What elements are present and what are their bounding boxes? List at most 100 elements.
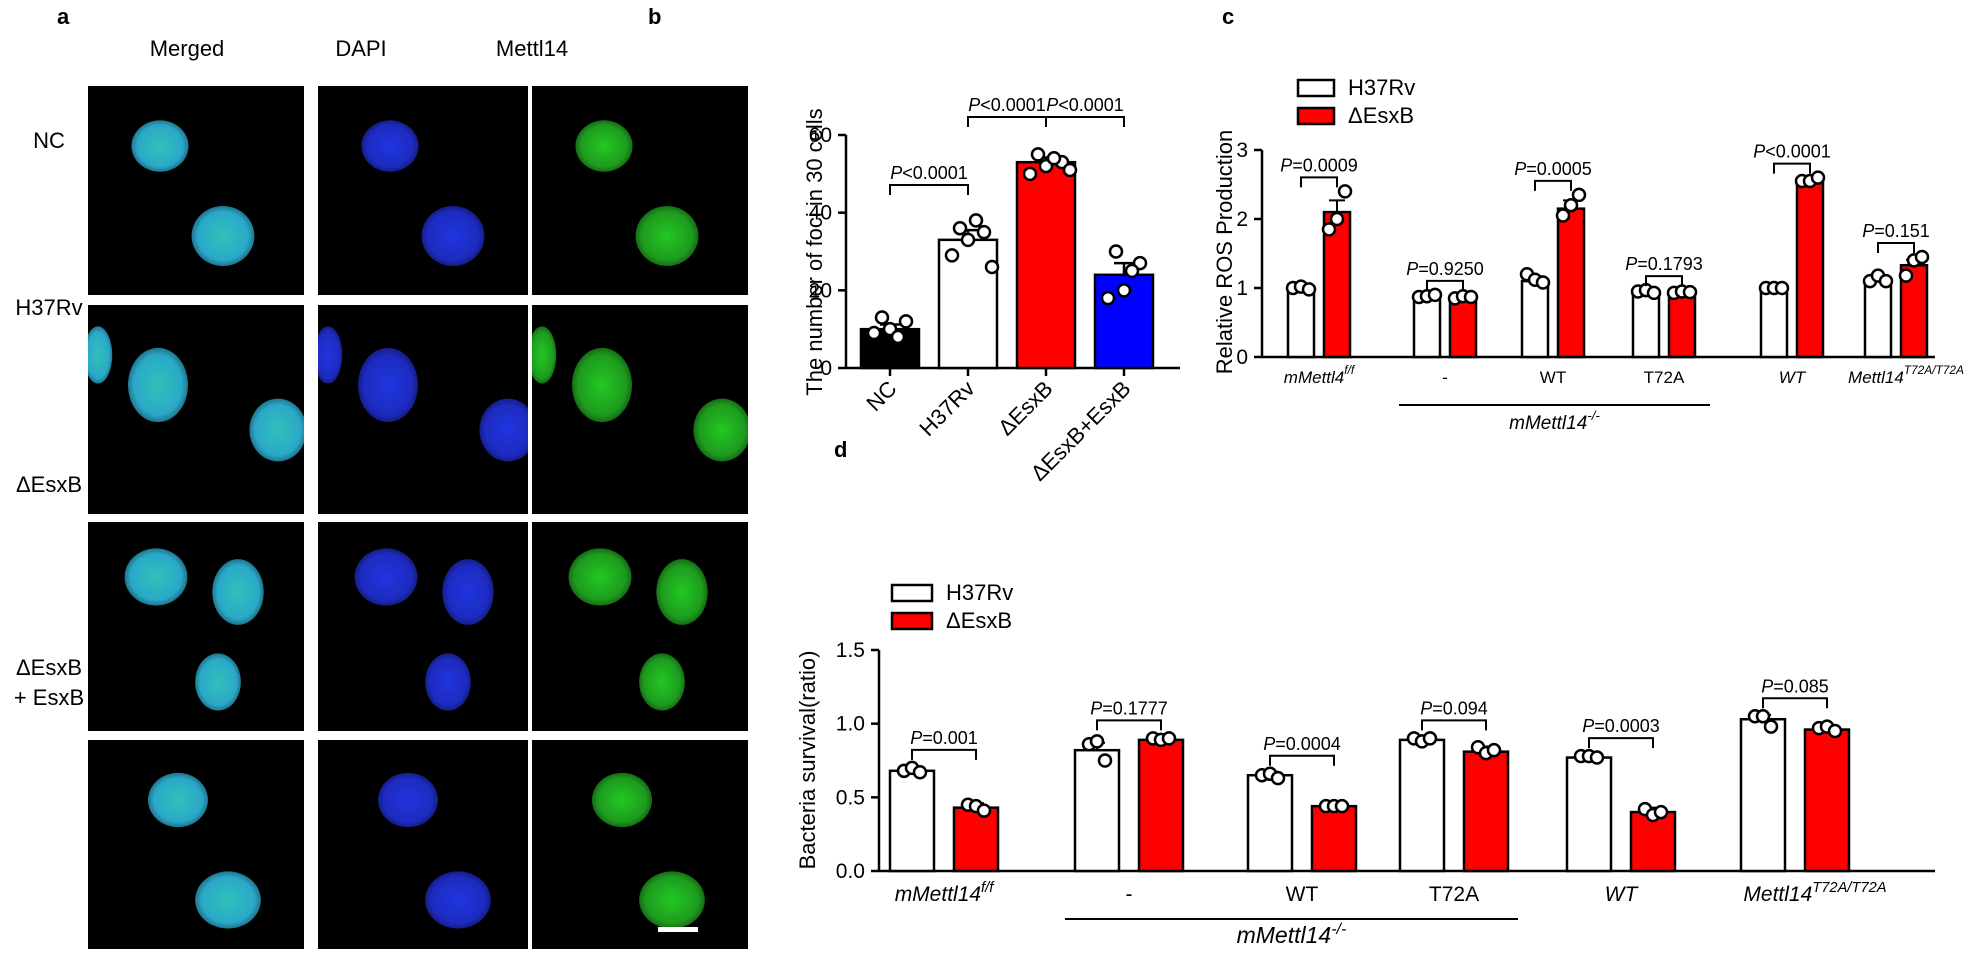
bar-h37rv-d bbox=[1739, 717, 1787, 873]
nucleus bbox=[124, 548, 188, 606]
micrograph-merged-row3 bbox=[88, 522, 304, 731]
micrograph-merged-row4 bbox=[88, 740, 304, 949]
nucleus bbox=[639, 653, 685, 711]
bar-desxb-c bbox=[1667, 290, 1697, 359]
y-axis-label-c: Relative ROS Production bbox=[1212, 130, 1237, 375]
panel-d-label: d bbox=[834, 437, 848, 462]
data-point-d bbox=[1827, 723, 1843, 739]
genotype-bracket-label-d: mMettl14-/- bbox=[1237, 920, 1347, 948]
data-point-c bbox=[1535, 275, 1551, 290]
bar-desxb-c bbox=[1795, 179, 1825, 359]
micrograph-dapi-row4 bbox=[318, 740, 528, 949]
significance-bracket-d bbox=[1096, 719, 1162, 731]
nucleus bbox=[425, 653, 471, 711]
y-tick-label-c: 2 bbox=[1236, 208, 1248, 231]
data-point-b bbox=[1046, 151, 1062, 166]
x-tick-label-b: H37Rv bbox=[914, 376, 979, 441]
data-point-c bbox=[1563, 197, 1579, 213]
row-label-desxb-esxb: ΔEsxB + EsxB bbox=[13, 655, 85, 710]
data-point-b bbox=[898, 314, 914, 329]
nucleus bbox=[131, 120, 189, 172]
group-label-d: - bbox=[1126, 883, 1133, 906]
panel-a-label: a bbox=[57, 4, 70, 29]
nucleus bbox=[425, 871, 491, 929]
micrograph-merged-row1 bbox=[88, 86, 304, 295]
p-value-b: P<0.0001 bbox=[968, 95, 1046, 115]
bar-h37rv-c bbox=[1863, 278, 1893, 359]
nucleus bbox=[361, 120, 419, 172]
bar-desxb-d bbox=[952, 806, 1000, 873]
legend-label-desxb-d: ΔEsxB bbox=[946, 608, 1012, 633]
nucleus bbox=[592, 772, 652, 828]
data-point-d bbox=[1334, 798, 1350, 814]
col-label-mettl14: Mettl14 bbox=[495, 36, 569, 61]
bar-h37rv-c bbox=[1520, 279, 1550, 359]
significance-bracket-b bbox=[889, 184, 969, 195]
panel-c-label: c bbox=[1222, 4, 1235, 29]
data-point-c bbox=[1898, 268, 1914, 283]
significance-bracket-c bbox=[1877, 241, 1915, 253]
significance-bracket-c bbox=[1534, 179, 1572, 191]
data-point-d bbox=[976, 803, 992, 818]
data-point-b bbox=[874, 310, 890, 325]
data-point-d bbox=[1486, 742, 1502, 758]
nucleus bbox=[532, 326, 557, 384]
legend-label-desxb-c: ΔEsxB bbox=[1348, 103, 1414, 128]
bar-h37rv-d bbox=[1565, 756, 1613, 873]
micrograph-mettl14-row4 bbox=[532, 740, 748, 949]
y-tick-label-d: 1.5 bbox=[836, 639, 865, 662]
micrograph-dapi-row1 bbox=[318, 86, 528, 295]
nucleus bbox=[354, 548, 418, 606]
nucleus bbox=[568, 548, 632, 606]
nucleus bbox=[88, 326, 113, 384]
data-point-b bbox=[1100, 290, 1116, 306]
y-tick-label-c: 1 bbox=[1236, 277, 1248, 300]
p-value-d: P=0.094 bbox=[1420, 698, 1488, 718]
data-point-c bbox=[1571, 187, 1587, 203]
significance-bracket-c bbox=[1773, 162, 1811, 174]
data-point-d bbox=[1589, 750, 1605, 765]
micrograph-merged-row2 bbox=[88, 305, 304, 514]
p-value-c: P<0.0001 bbox=[1753, 142, 1831, 162]
micrograph-dapi-row2 bbox=[318, 305, 528, 514]
significance-bracket-d bbox=[1421, 719, 1487, 731]
p-value-b: P<0.0001 bbox=[890, 163, 968, 183]
bar-h37rv-d bbox=[888, 769, 936, 873]
x-tick-label-b: ΔEsxB bbox=[993, 376, 1057, 440]
data-point-d bbox=[1161, 731, 1177, 746]
nucleus bbox=[148, 772, 208, 828]
y-tick-label-b: 60 bbox=[809, 124, 832, 147]
group-label-d: T72A bbox=[1429, 883, 1479, 906]
data-point-b bbox=[866, 325, 882, 341]
significance-bracket-c bbox=[1426, 279, 1464, 291]
genotype-bracket-label-c: mMettl14-/- bbox=[1509, 408, 1600, 434]
group-label-d: WT bbox=[1605, 883, 1640, 906]
bar-h37rv-d bbox=[1246, 773, 1294, 873]
nucleus bbox=[693, 398, 748, 462]
data-point-c bbox=[1337, 184, 1353, 199]
y-axis-label-d: Bacteria survival(ratio) bbox=[795, 651, 820, 870]
y-tick-label-d: 0.0 bbox=[836, 860, 865, 883]
bar-desxb-d bbox=[1137, 738, 1185, 873]
bar-h37rv-c bbox=[1286, 286, 1316, 359]
p-value-c: P=0.151 bbox=[1862, 221, 1930, 241]
nucleus bbox=[421, 206, 485, 266]
nucleus bbox=[442, 559, 494, 625]
data-point-b bbox=[1108, 244, 1124, 259]
significance-bracket-c bbox=[1645, 275, 1683, 287]
data-point-b bbox=[968, 213, 984, 228]
data-point-c bbox=[1427, 287, 1443, 303]
bar-desxb-d bbox=[1310, 804, 1358, 873]
nucleus bbox=[575, 120, 633, 172]
data-point-b bbox=[984, 259, 1000, 275]
y-tick-label-c: 3 bbox=[1236, 139, 1248, 162]
data-point-b bbox=[1022, 166, 1038, 182]
nucleus bbox=[635, 206, 699, 266]
group-label-c: Mettl14T72A/T72A bbox=[1848, 363, 1964, 387]
panel-b-label: b bbox=[648, 4, 662, 29]
row-label-desxb: ΔEsxB bbox=[15, 472, 83, 497]
p-value-d: P=0.0004 bbox=[1263, 734, 1341, 754]
significance-bracket-d bbox=[1588, 737, 1654, 749]
bar-desxb-c bbox=[1448, 295, 1478, 359]
